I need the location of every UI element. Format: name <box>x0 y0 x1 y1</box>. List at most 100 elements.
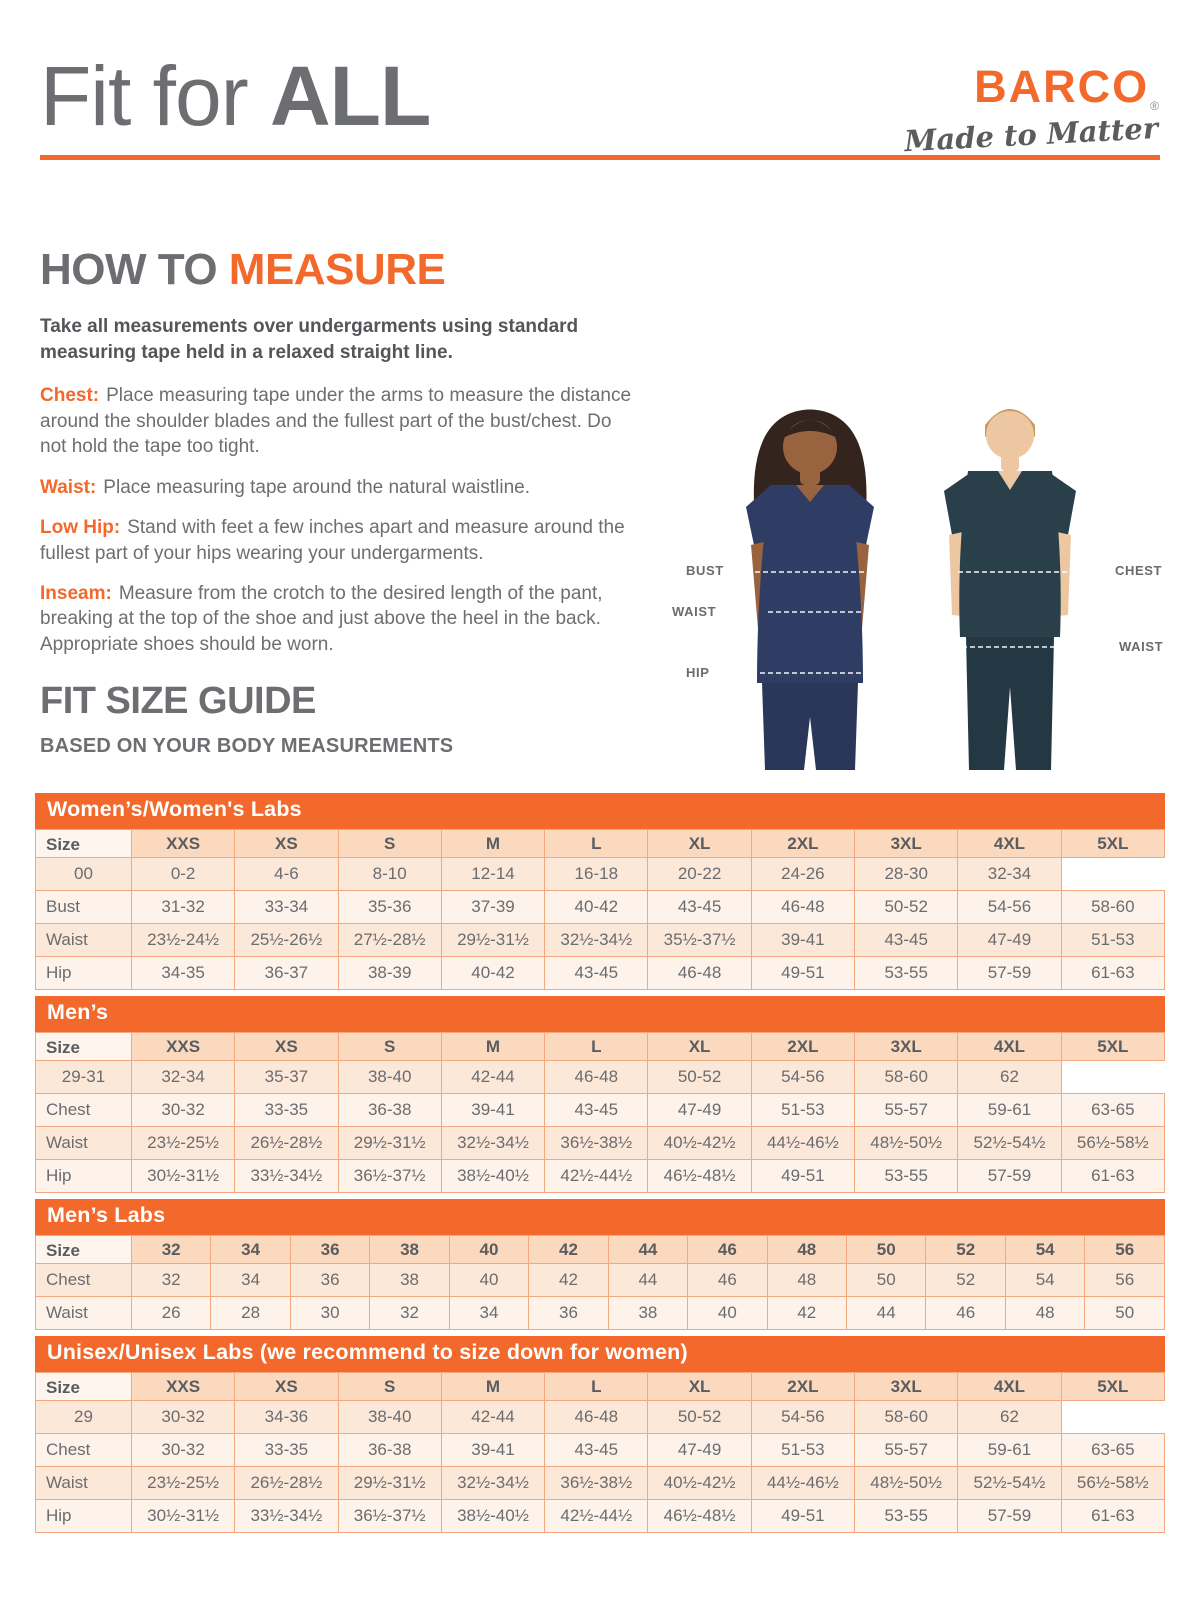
brand-tagline: Made to Matter <box>903 111 1159 159</box>
size-col-header: 5XL <box>1060 1032 1166 1061</box>
size-value-cell: 28 <box>210 1296 291 1330</box>
size-value-cell: 52 <box>925 1263 1006 1297</box>
size-value-cell: 31-32 <box>130 890 236 924</box>
size-value-cell: 36-38 <box>337 1433 442 1467</box>
size-value-cell: 30½-31½ <box>130 1499 236 1533</box>
numeric-size-cell: 12-14 <box>440 857 546 891</box>
numeric-size-cell: 8-10 <box>337 857 442 891</box>
numeric-size-cell: 42-44 <box>440 1060 546 1094</box>
size-value-cell: 50 <box>1084 1296 1165 1330</box>
table-mens-labs: Men’s Labs Size 32 34 36 38 40 42 44 46 48 50 52 54 56… <box>35 1199 1165 1330</box>
size-col-header: 40 <box>448 1235 530 1264</box>
size-col-header: 38 <box>369 1235 450 1264</box>
row-label: Hip <box>35 1499 132 1533</box>
size-value-cell: 50-52 <box>854 890 959 924</box>
numeric-size-cell: 54-56 <box>750 1060 856 1094</box>
size-col-header: 3XL <box>854 1032 959 1061</box>
measure-text-chest: Place measuring tape under the arms to m… <box>40 385 632 458</box>
numeric-size-cell: 29-31 <box>35 1060 132 1094</box>
size-value-cell: 36½-38½ <box>544 1126 649 1160</box>
size-value-cell: 43-45 <box>854 923 959 957</box>
row-label: Waist <box>35 1466 132 1500</box>
size-label-cell: Size <box>35 1032 132 1061</box>
measure-item-chest: Chest: Place measuring tape under the arm… <box>40 383 638 459</box>
size-value-cell: 63-65 <box>1060 1433 1166 1467</box>
row-label: Chest <box>35 1093 132 1127</box>
size-col-header: XS <box>234 1032 339 1061</box>
size-value-cell: 44 <box>846 1296 927 1330</box>
measure-intro: Take all measurements over undergarments… <box>40 316 579 363</box>
fit-size-guide-heading: FIT SIZE GUIDE <box>40 680 316 722</box>
size-value-cell: 47-49 <box>647 1433 752 1467</box>
size-col-header: S <box>337 1032 442 1061</box>
size-col-header: 50 <box>846 1235 927 1264</box>
size-value-cell: 61-63 <box>1060 956 1166 990</box>
row-label: Hip <box>35 956 132 990</box>
size-value-cell: 61-63 <box>1060 1159 1166 1193</box>
numeric-size-cell: 00 <box>35 857 132 891</box>
measure-text-waist: Place measuring tape around the natural … <box>103 476 530 498</box>
size-label-cell: Size <box>35 1235 132 1264</box>
size-col-header: XS <box>234 1372 339 1401</box>
size-value-cell: 57-59 <box>957 1159 1062 1193</box>
size-col-header: 54 <box>1004 1235 1086 1264</box>
size-value-cell: 56½-58½ <box>1060 1126 1166 1160</box>
numeric-size-cell: 28-30 <box>854 857 959 891</box>
size-table-grid: Size XXS XS S M L XL 2XL 3XL 4XL 5XL 29-31 32-34 35-3… <box>35 1032 1166 1193</box>
size-value-cell: 27½-28½ <box>337 923 442 957</box>
chest-label: CHEST <box>1115 563 1163 578</box>
row-label: Chest <box>35 1433 132 1467</box>
measure-label-waist: Waist: <box>40 476 97 498</box>
size-label-cell: Size <box>35 829 132 858</box>
size-table-grid: Size XXS XS S M L XL 2XL 3XL 4XL 5XL 29 30-32 34-36 38… <box>35 1372 1166 1533</box>
measure-label-low-hip: Low Hip: <box>40 517 121 539</box>
size-col-header: S <box>337 1372 442 1401</box>
size-value-cell: 48½-50½ <box>854 1466 959 1500</box>
size-value-cell: 53-55 <box>854 956 959 990</box>
row-label: Waist <box>35 923 132 957</box>
size-value-cell: 40½-42½ <box>647 1126 752 1160</box>
size-value-cell: 61-63 <box>1060 1499 1166 1533</box>
size-label-cell: Size <box>35 1372 132 1401</box>
size-col-header: 42 <box>528 1235 609 1264</box>
numeric-size-cell: 32-34 <box>130 1060 236 1094</box>
heading-gray-part: HOW TO <box>40 245 229 294</box>
size-value-cell: 54-56 <box>957 890 1062 924</box>
size-value-cell: 53-55 <box>854 1159 959 1193</box>
brand-name: BARCO <box>974 61 1150 112</box>
size-value-cell: 34 <box>210 1263 291 1297</box>
size-col-header: M <box>440 1032 546 1061</box>
size-value-cell: 32½-34½ <box>544 923 649 957</box>
size-value-cell: 30-32 <box>130 1433 236 1467</box>
table-title-band: Women’s/Women's Labs <box>35 793 1165 829</box>
size-col-header: 46 <box>687 1235 768 1264</box>
size-value-cell: 33½-34½ <box>234 1159 339 1193</box>
size-value-cell: 50 <box>846 1263 927 1297</box>
numeric-size-cell: 62 <box>957 1400 1062 1434</box>
size-col-header: 36 <box>289 1235 371 1264</box>
size-value-cell: 63-65 <box>1060 1093 1166 1127</box>
size-value-cell: 32½-34½ <box>440 1126 546 1160</box>
size-value-cell: 40-42 <box>440 956 546 990</box>
size-col-header: XL <box>647 1372 752 1401</box>
size-col-header: 2XL <box>750 829 856 858</box>
measurement-photo-area: BUST WAIST HIP CHEST WAIST <box>650 385 1180 770</box>
header-divider <box>40 155 1160 160</box>
numeric-size-cell: 58-60 <box>854 1400 959 1434</box>
size-value-cell: 36½-37½ <box>337 1499 442 1533</box>
size-table-grid: Size XXS XS S M L XL 2XL 3XL 4XL 5XL 00 0-2 4-6 8-10 12… <box>35 829 1166 990</box>
size-col-header: 52 <box>925 1235 1006 1264</box>
size-value-cell: 36-38 <box>337 1093 442 1127</box>
size-value-cell: 46-48 <box>750 890 856 924</box>
size-value-cell: 57-59 <box>957 956 1062 990</box>
size-value-cell: 39-41 <box>750 923 856 957</box>
size-value-cell: 46 <box>925 1296 1006 1330</box>
size-value-cell: 26½-28½ <box>234 1126 339 1160</box>
numeric-size-cell: 42-44 <box>440 1400 546 1434</box>
size-value-cell: 38 <box>607 1296 689 1330</box>
models-illustration <box>746 409 1082 770</box>
size-value-cell: 33-35 <box>234 1433 339 1467</box>
size-value-cell: 51-53 <box>750 1433 856 1467</box>
numeric-size-cell: 24-26 <box>750 857 856 891</box>
